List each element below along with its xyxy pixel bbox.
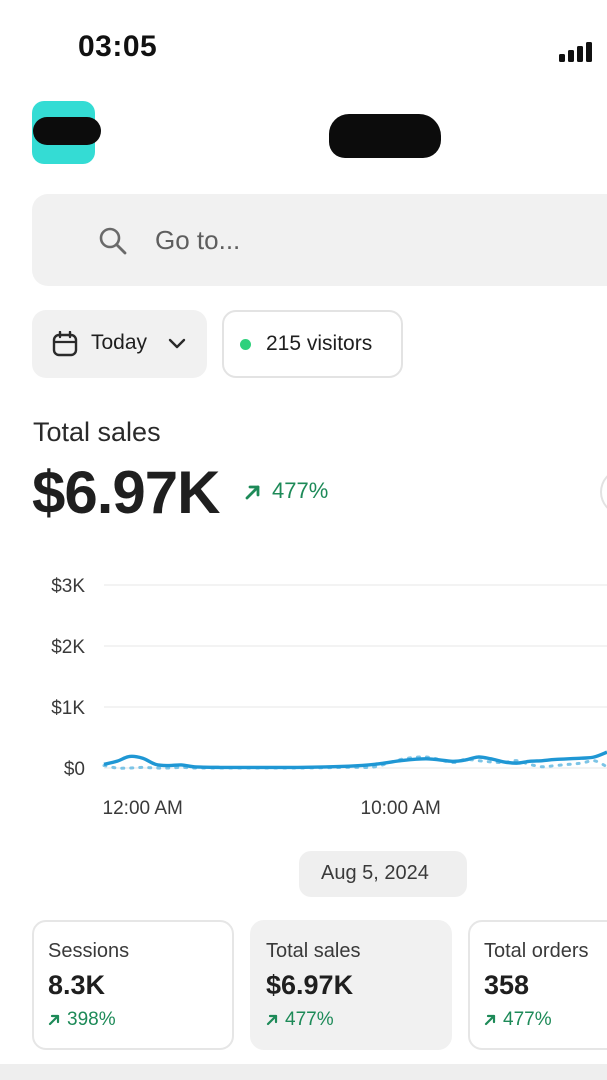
metric-label: Sessions (48, 940, 130, 962)
trend-up-icon (48, 1014, 60, 1026)
metric-change: 477% (503, 1009, 552, 1030)
calendar-icon (52, 331, 78, 357)
date-range-label: Today (91, 331, 148, 354)
redacted-mark (33, 117, 101, 145)
search-bar[interactable] (32, 194, 607, 286)
trend-up-icon (484, 1014, 496, 1026)
summary-value: $6.97K (32, 459, 220, 526)
cellular-signal-icon (559, 40, 599, 62)
sales-series-line (103, 750, 607, 770)
search-icon (99, 227, 127, 255)
metric-change: 477% (285, 1009, 334, 1030)
sales-line-chart: $3K $2K $1K $0 12:00 AM 10:00 AM (51, 576, 607, 819)
x-tick-label: 12:00 AM (103, 798, 183, 819)
chart-options-button[interactable] (600, 470, 607, 514)
summary-change: 477% (272, 478, 329, 503)
live-visitors-chip[interactable] (222, 310, 403, 378)
metric-card-total-sales[interactable] (250, 920, 452, 1050)
summary-title: Total sales (33, 417, 161, 447)
y-tick-label: $0 (64, 759, 85, 780)
trend-up-icon (245, 485, 260, 500)
metric-label: Total orders (484, 940, 589, 962)
metric-value: $6.97K (266, 970, 354, 1000)
date-range-selector[interactable] (32, 310, 207, 378)
selected-date-label: Aug 5, 2024 (321, 862, 429, 884)
y-tick-label: $2K (51, 637, 85, 658)
chevron-down-icon (168, 338, 186, 349)
metric-label: Total sales (266, 940, 361, 962)
selected-date-pill (299, 851, 467, 897)
trend-up-icon (266, 1014, 278, 1026)
search-input[interactable] (155, 218, 595, 262)
metric-change: 398% (67, 1009, 116, 1030)
live-status-dot (240, 339, 251, 350)
metric-value: 8.3K (48, 970, 106, 1000)
metric-card-sessions[interactable] (32, 920, 234, 1050)
redacted-store-name (329, 114, 441, 158)
bottom-bar (0, 1064, 607, 1080)
status-time: 03:05 (78, 30, 158, 63)
y-tick-label: $3K (51, 576, 85, 597)
metric-value: 358 (484, 970, 530, 1000)
x-tick-label: 10:00 AM (361, 798, 441, 819)
metric-card-total-orders[interactable] (468, 920, 607, 1050)
y-tick-label: $1K (51, 698, 85, 719)
live-visitors-label: 215 visitors (266, 332, 373, 355)
